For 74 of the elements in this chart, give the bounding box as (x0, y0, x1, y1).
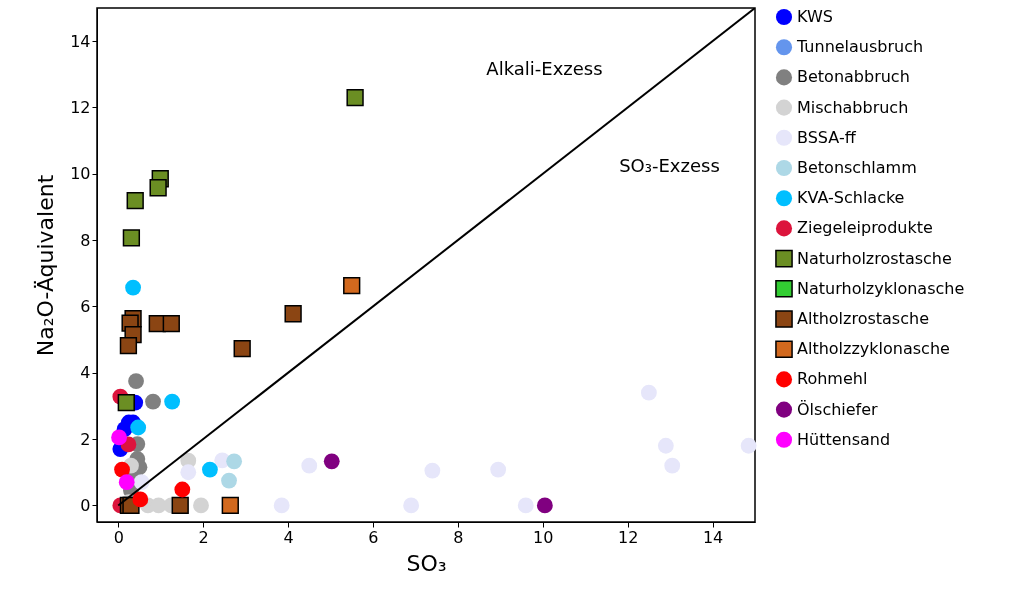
legend-label: Mischabbruch (797, 97, 909, 117)
point (657, 437, 674, 454)
legend-label: Betonschlamm (797, 158, 917, 177)
point (149, 179, 167, 197)
legend-label: Altholzrostasche (797, 309, 929, 328)
point (490, 461, 507, 478)
x-tick-label: 10 (533, 527, 554, 547)
x-axis-title: SO₃ (406, 550, 447, 576)
y-tick-label: 4 (80, 363, 91, 383)
point (117, 393, 135, 412)
point (346, 88, 364, 107)
legend-label: Ölschiefer (797, 399, 879, 419)
y-tick-label: 8 (80, 230, 91, 250)
point (132, 491, 149, 508)
point (171, 496, 189, 515)
point (517, 497, 534, 514)
point (233, 339, 251, 358)
point (180, 464, 197, 481)
y-tick-label: 10 (70, 164, 91, 184)
point (118, 474, 135, 491)
legend-label: Rohmehl (797, 369, 868, 389)
point (126, 192, 144, 210)
point (174, 481, 191, 498)
annotation: SO₃-Exzess (619, 155, 720, 177)
y-tick-label: 2 (80, 429, 91, 449)
legend-label: Naturholzyklonasche (797, 278, 965, 298)
point (125, 279, 141, 296)
y-tick-label: 6 (80, 296, 91, 316)
point (424, 462, 441, 479)
legend-label: Ziegeleiprodukte (797, 218, 933, 238)
legend-label: Hüttensand (797, 429, 891, 449)
point (111, 429, 127, 446)
point (640, 384, 657, 401)
y-tick-label: 12 (70, 97, 91, 117)
point (145, 393, 161, 410)
point (740, 437, 757, 454)
annotation: Alkali-Exzess (486, 57, 603, 79)
y-axis-title: Na₂O-Äquivalent (33, 174, 59, 357)
point (119, 336, 138, 355)
x-tick-label: 6 (368, 527, 379, 547)
legend-label: Altholzzyklonasche (797, 339, 950, 359)
legend-label: Naturholzrostasche (797, 248, 952, 268)
point (536, 497, 553, 514)
point (130, 419, 147, 436)
point (664, 457, 681, 474)
point (273, 497, 290, 514)
x-tick-label: 12 (617, 527, 639, 547)
point (343, 276, 361, 295)
legend-label: BSSA-ff (797, 127, 857, 147)
point (323, 453, 340, 470)
point (114, 461, 130, 478)
x-tick-label: 2 (198, 527, 209, 547)
point (202, 461, 218, 478)
point (221, 472, 237, 489)
x-tick-label: 8 (453, 527, 464, 547)
x-tick-label: 0 (113, 527, 124, 547)
x-tick-label: 14 (702, 527, 724, 547)
point (284, 305, 302, 323)
legend-label: KVA-Schlacke (797, 188, 905, 208)
point (301, 457, 318, 474)
point (226, 453, 243, 470)
legend-label: Tunnelausbruch (796, 37, 924, 57)
point (162, 315, 180, 333)
point (164, 393, 181, 410)
point (193, 497, 209, 514)
point (221, 496, 239, 515)
point (128, 373, 144, 389)
y-tick-label: 14 (70, 31, 91, 51)
legend-label: KWS (797, 7, 833, 26)
point (403, 497, 420, 514)
legend-label: Betonabbruch (797, 67, 910, 87)
y-tick-label: 0 (80, 495, 91, 515)
point (122, 229, 141, 247)
x-tick-label: 4 (283, 527, 294, 547)
